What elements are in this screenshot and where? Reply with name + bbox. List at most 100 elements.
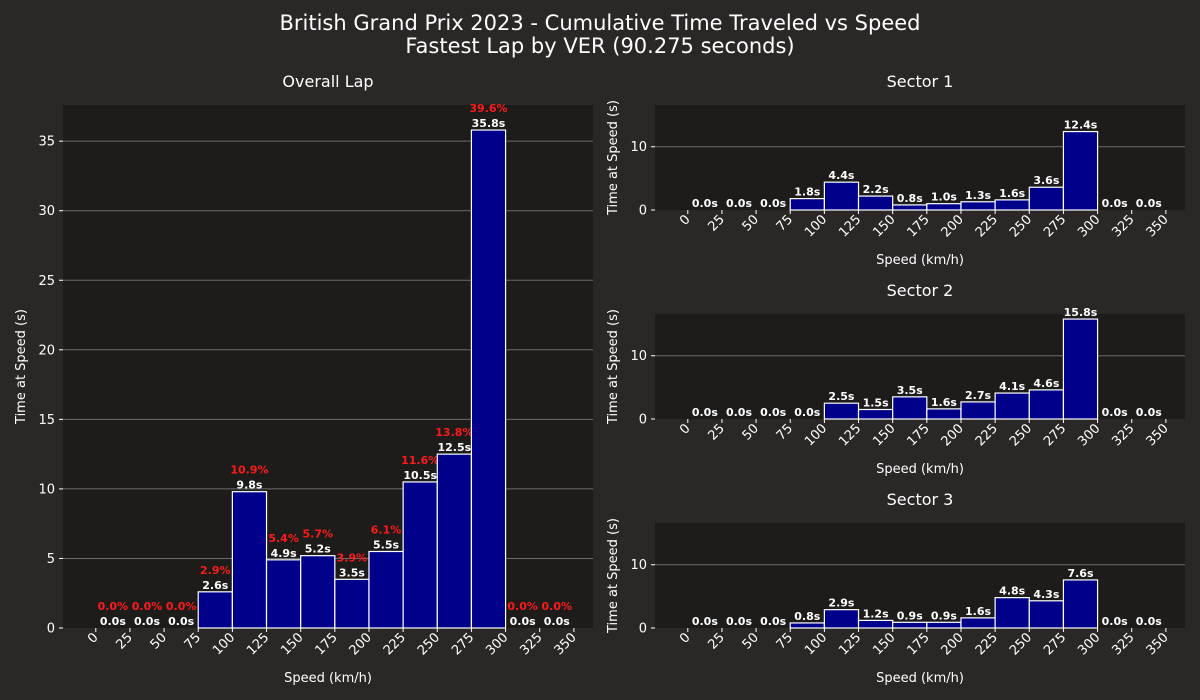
- bar-value-label: 4.1s: [999, 380, 1025, 393]
- y-tick-label: 0: [639, 204, 647, 219]
- bar-value-label: 1.6s: [931, 396, 957, 409]
- bar-value-label: 3.6s: [1033, 174, 1059, 187]
- bar-value-label: 0.0s: [692, 197, 718, 210]
- bar: [789, 198, 825, 211]
- bar-value-label: 0.0s: [794, 406, 820, 419]
- bar-value-label: 0.0s: [168, 615, 194, 628]
- bar-value-label: 7.6s: [1067, 567, 1093, 580]
- bar-value-label: 0.0s: [1136, 406, 1162, 419]
- bar: [994, 392, 1030, 420]
- bar-value-label: 3.5s: [339, 566, 365, 579]
- bar-value-label: 2.7s: [965, 389, 991, 402]
- y-axis-label: Time at Speed (s): [14, 309, 29, 425]
- bar: [470, 129, 507, 629]
- bar: [892, 396, 928, 420]
- bar-value-label: 0.0s: [510, 615, 536, 628]
- bar: [1028, 389, 1065, 420]
- bar-value-label: 4.8s: [999, 585, 1025, 598]
- chart-panels: Overall Lap 0 5 10 15 20 25 30 35 0.0s 0.0% 0.0s 0.0…: [14, 72, 1185, 686]
- bar-percent-label: 0.0%: [507, 600, 538, 613]
- bar-value-label: 4.4s: [828, 169, 854, 182]
- bar-value-label: 2.2s: [863, 183, 889, 196]
- bar-percent-label: 0.0%: [132, 600, 163, 613]
- bar: [857, 619, 894, 629]
- bar: [892, 621, 928, 629]
- bar: [1062, 130, 1099, 211]
- bar-value-label: 0.9s: [931, 609, 957, 622]
- y-tick-label: 10: [38, 482, 55, 497]
- bar-value-label: 0.0s: [1136, 615, 1162, 628]
- bar-value-label: 1.3s: [965, 189, 991, 202]
- y-tick-label: 30: [38, 204, 55, 219]
- y-axis-label: Time at Speed (s): [606, 309, 621, 425]
- overall-panel: Overall Lap 0 5 10 15 20 25 30 35 0.0s 0.0% 0.0s 0.0…: [14, 72, 593, 686]
- bar-value-label: 0.9s: [897, 609, 923, 622]
- bar-value-label: 0.0s: [726, 615, 752, 628]
- bar-value-label: 0.0s: [692, 406, 718, 419]
- panel-title: Sector 2: [887, 281, 954, 300]
- bar-value-label: 0.0s: [544, 615, 570, 628]
- panel-title: Sector 1: [887, 72, 954, 91]
- bar-percent-label: 6.1%: [371, 523, 402, 536]
- sector-2-panel: Sector 2 0 10 0.0s 0.0s 0.0s 0.0s 2.5s 1.5s 3.5s 1…: [606, 281, 1185, 477]
- bar-value-label: 2.6s: [202, 579, 228, 592]
- bar: [926, 621, 962, 629]
- bar-value-label: 9.8s: [236, 479, 262, 492]
- bar: [857, 408, 894, 420]
- y-tick-label: 0: [639, 622, 647, 637]
- y-tick-label: 10: [630, 349, 647, 364]
- bar-percent-label: 2.9%: [200, 564, 231, 577]
- bar-value-label: 1.5s: [863, 397, 889, 410]
- bar: [197, 591, 233, 629]
- bar-value-label: 35.8s: [472, 117, 506, 130]
- bar-value-label: 0.0s: [1102, 615, 1128, 628]
- bar-percent-label: 10.9%: [230, 464, 268, 477]
- bar: [960, 201, 996, 211]
- bar: [334, 578, 370, 629]
- y-tick-label: 0: [47, 622, 55, 637]
- bar-percent-label: 39.6%: [469, 102, 507, 115]
- bar-value-label: 15.8s: [1064, 306, 1098, 319]
- bar: [265, 559, 302, 629]
- bar: [823, 402, 860, 420]
- bar-value-label: 0.0s: [760, 615, 786, 628]
- bar-value-label: 1.6s: [999, 187, 1025, 200]
- bar-value-label: 0.0s: [692, 615, 718, 628]
- bar-value-label: 3.5s: [897, 384, 923, 397]
- bar: [1028, 186, 1065, 211]
- x-axis-label: Speed (km/h): [876, 253, 964, 268]
- bar-percent-label: 5.7%: [302, 528, 333, 541]
- bar: [926, 408, 962, 420]
- bar-value-label: 0.0s: [760, 406, 786, 419]
- bar-value-label: 2.9s: [828, 597, 854, 610]
- y-tick-label: 10: [630, 558, 647, 573]
- bar-value-label: 2.5s: [828, 390, 854, 403]
- bar: [994, 199, 1030, 211]
- y-axis-label: Time at Speed (s): [606, 518, 621, 634]
- bar-value-label: 0.8s: [794, 610, 820, 623]
- bar-value-label: 4.6s: [1033, 377, 1059, 390]
- bar: [1062, 579, 1099, 629]
- sector-1-panel: Sector 1 0 10 0.0s 0.0s 0.0s 1.8s 4.4s 2.2s 0.8s 1…: [606, 72, 1185, 268]
- bar-value-label: 12.4s: [1064, 119, 1098, 132]
- bar: [1062, 318, 1099, 420]
- bar-value-label: 0.8s: [897, 192, 923, 205]
- bar-percent-label: 13.8%: [435, 426, 473, 439]
- x-axis-label: Speed (km/h): [876, 671, 964, 686]
- bar-percent-label: 3.9%: [337, 551, 368, 564]
- bar-value-label: 1.2s: [863, 607, 889, 620]
- figure-title-line-1: British Grand Prix 2023 - Cumulative Tim…: [279, 11, 920, 35]
- x-axis-label: Speed (km/h): [284, 671, 372, 686]
- bar-value-label: 0.0s: [726, 406, 752, 419]
- y-tick-label: 10: [630, 140, 647, 155]
- bar-value-label: 4.9s: [271, 547, 297, 560]
- bar-value-label: 5.5s: [373, 538, 399, 551]
- bar: [368, 550, 404, 629]
- bar: [1028, 600, 1065, 629]
- bar-value-label: 4.3s: [1033, 588, 1059, 601]
- bar-value-label: 0.0s: [1102, 197, 1128, 210]
- bar: [960, 401, 996, 420]
- bar: [402, 481, 438, 629]
- bar-value-label: 1.8s: [794, 186, 820, 199]
